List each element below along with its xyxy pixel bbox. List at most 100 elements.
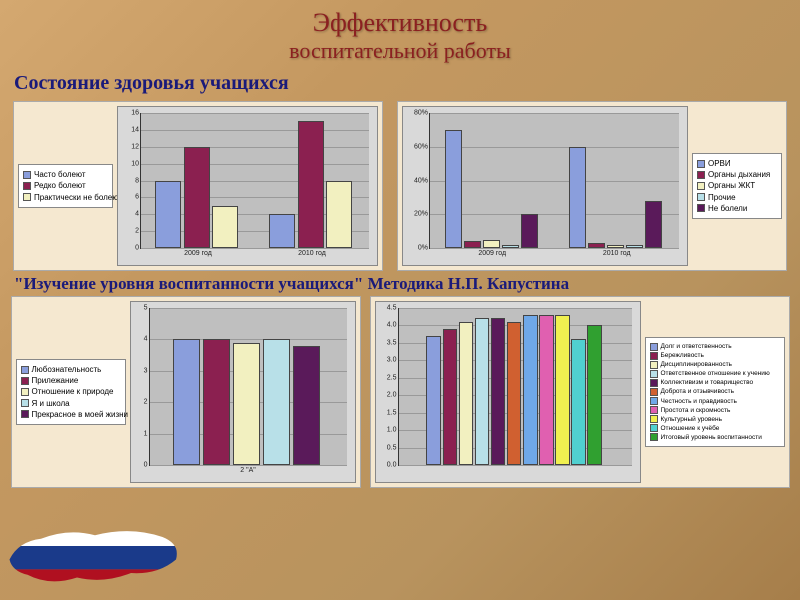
chart-4-legend: Долг и ответственностьБережливостьДисцип… <box>645 337 785 447</box>
bar <box>645 201 662 248</box>
legend-item: Я и школа <box>21 398 121 409</box>
legend-swatch <box>650 415 658 423</box>
title-block: Эффективность воспитательной работы <box>0 0 800 68</box>
bar <box>233 343 260 465</box>
legend-label: Не болели <box>708 203 747 214</box>
x-tick: 2009 год <box>478 248 506 257</box>
legend-label: Органы дыхания <box>708 169 770 180</box>
legend-label: Доброта и отзывчивость <box>661 387 735 396</box>
legend-item: Редко болеют <box>23 180 108 191</box>
bar <box>475 318 489 465</box>
chart-3-plot: 0123452 "А" <box>149 308 347 466</box>
legend-item: ОРВИ <box>697 158 777 169</box>
bar <box>459 322 473 465</box>
y-tick: 0.5 <box>387 444 399 451</box>
legend-item: Бережливость <box>650 351 780 360</box>
legend-label: Любознательность <box>32 364 102 375</box>
legend-swatch <box>21 366 29 374</box>
x-tick: 2010 год <box>298 248 326 257</box>
legend-item: Не болели <box>697 203 777 214</box>
legend-item: Органы дыхания <box>697 169 777 180</box>
chart-1-panel: Часто болеютРедко болеютПрактически не б… <box>13 101 383 271</box>
legend-swatch <box>23 171 31 179</box>
y-tick: 8 <box>135 177 141 184</box>
legend-label: Прекрасное в моей жизни <box>32 409 129 420</box>
chart-3-panel: ЛюбознательностьПрилежаниеОтношение к пр… <box>11 296 361 488</box>
y-tick: 2 <box>135 228 141 235</box>
legend-item: Долг и ответственность <box>650 342 780 351</box>
chart-2-legend: ОРВИОрганы дыханияОрганы ЖКТПрочиеНе бол… <box>692 153 782 219</box>
main-title-1: Эффективность <box>0 8 800 38</box>
legend-item: Отношение к учёбе <box>650 424 780 433</box>
legend-label: Ответственное отношение к учению <box>661 369 770 378</box>
chart-4-panel: 0.00.51.01.52.02.53.03.54.04.5 Долг и от… <box>370 296 790 488</box>
y-tick: 4.5 <box>387 305 399 312</box>
y-tick: 14 <box>131 126 141 133</box>
bar <box>587 325 601 465</box>
legend-swatch <box>697 160 705 168</box>
y-tick: 3 <box>144 367 150 374</box>
y-tick: 16 <box>131 110 141 117</box>
row-1: Часто болеютРедко болеютПрактически не б… <box>0 99 800 274</box>
legend-swatch <box>650 379 658 387</box>
legend-label: Отношение к природе <box>32 386 114 397</box>
legend-swatch <box>697 182 705 190</box>
legend-label: Долг и ответственность <box>661 342 732 351</box>
legend-label: Простота и скромность <box>661 406 731 415</box>
legend-label: Честность и правдивость <box>661 397 737 406</box>
bar <box>443 329 457 465</box>
x-tick: 2009 год <box>184 248 212 257</box>
legend-item: Прилежание <box>21 375 121 386</box>
legend-swatch <box>650 361 658 369</box>
subtitle-health: Состояние здоровья учащихся <box>0 68 800 99</box>
legend-item: Итоговый уровень воспитанности <box>650 433 780 442</box>
chart-4-area: 0.00.51.01.52.02.53.03.54.04.5 <box>375 301 641 483</box>
y-tick: 4.0 <box>387 322 399 329</box>
legend-swatch <box>650 406 658 414</box>
y-tick: 2 <box>144 399 150 406</box>
bar <box>426 336 440 465</box>
chart-3-area: 0123452 "А" <box>130 301 356 483</box>
legend-label: Практически не болеют <box>34 192 122 203</box>
x-tick: 2010 год <box>603 248 631 257</box>
y-tick: 60% <box>414 143 430 150</box>
chart-1-area: 02468101214162009 год2010 год <box>117 106 378 266</box>
legend-swatch <box>21 410 29 418</box>
y-tick: 3.5 <box>387 339 399 346</box>
legend-item: Дисциплинированность <box>650 360 780 369</box>
subtitle-methodology: "Изучение уровня воспитанности учащихся"… <box>0 274 800 294</box>
bar <box>445 130 462 248</box>
legend-item: Часто болеют <box>23 169 108 180</box>
y-tick: 0% <box>418 245 430 252</box>
chart-2-panel: 0%20%40%60%80%2009 год2010 год ОРВИОрган… <box>397 101 787 271</box>
chart-2-area: 0%20%40%60%80%2009 год2010 год <box>402 106 688 266</box>
y-tick: 80% <box>414 110 430 117</box>
legend-item: Культурный уровень <box>650 415 780 424</box>
chart-4-plot: 0.00.51.01.52.02.53.03.54.04.5 <box>398 308 632 466</box>
legend-swatch <box>697 171 705 179</box>
legend-item: Ответственное отношение к учению <box>650 369 780 378</box>
y-tick: 0 <box>144 462 150 469</box>
bar <box>571 339 585 465</box>
chart-1-legend: Часто болеютРедко болеютПрактически не б… <box>18 164 113 208</box>
legend-swatch <box>650 343 658 351</box>
bar <box>203 339 230 465</box>
y-tick: 2.5 <box>387 374 399 381</box>
bar <box>298 121 324 248</box>
legend-swatch <box>650 397 658 405</box>
y-tick: 1.5 <box>387 409 399 416</box>
y-tick: 6 <box>135 194 141 201</box>
legend-item: Любознательность <box>21 364 121 375</box>
legend-swatch <box>697 193 705 201</box>
y-tick: 0 <box>135 245 141 252</box>
legend-label: Прочие <box>708 192 736 203</box>
main-title-2: воспитательной работы <box>0 38 800 64</box>
legend-swatch <box>650 352 658 360</box>
y-tick: 10 <box>131 160 141 167</box>
chart-3-legend: ЛюбознательностьПрилежаниеОтношение к пр… <box>16 359 126 425</box>
bar <box>293 346 320 465</box>
legend-label: Итоговый уровень воспитанности <box>661 433 762 442</box>
y-tick: 4 <box>135 211 141 218</box>
bar <box>539 315 553 465</box>
legend-swatch <box>23 193 31 201</box>
